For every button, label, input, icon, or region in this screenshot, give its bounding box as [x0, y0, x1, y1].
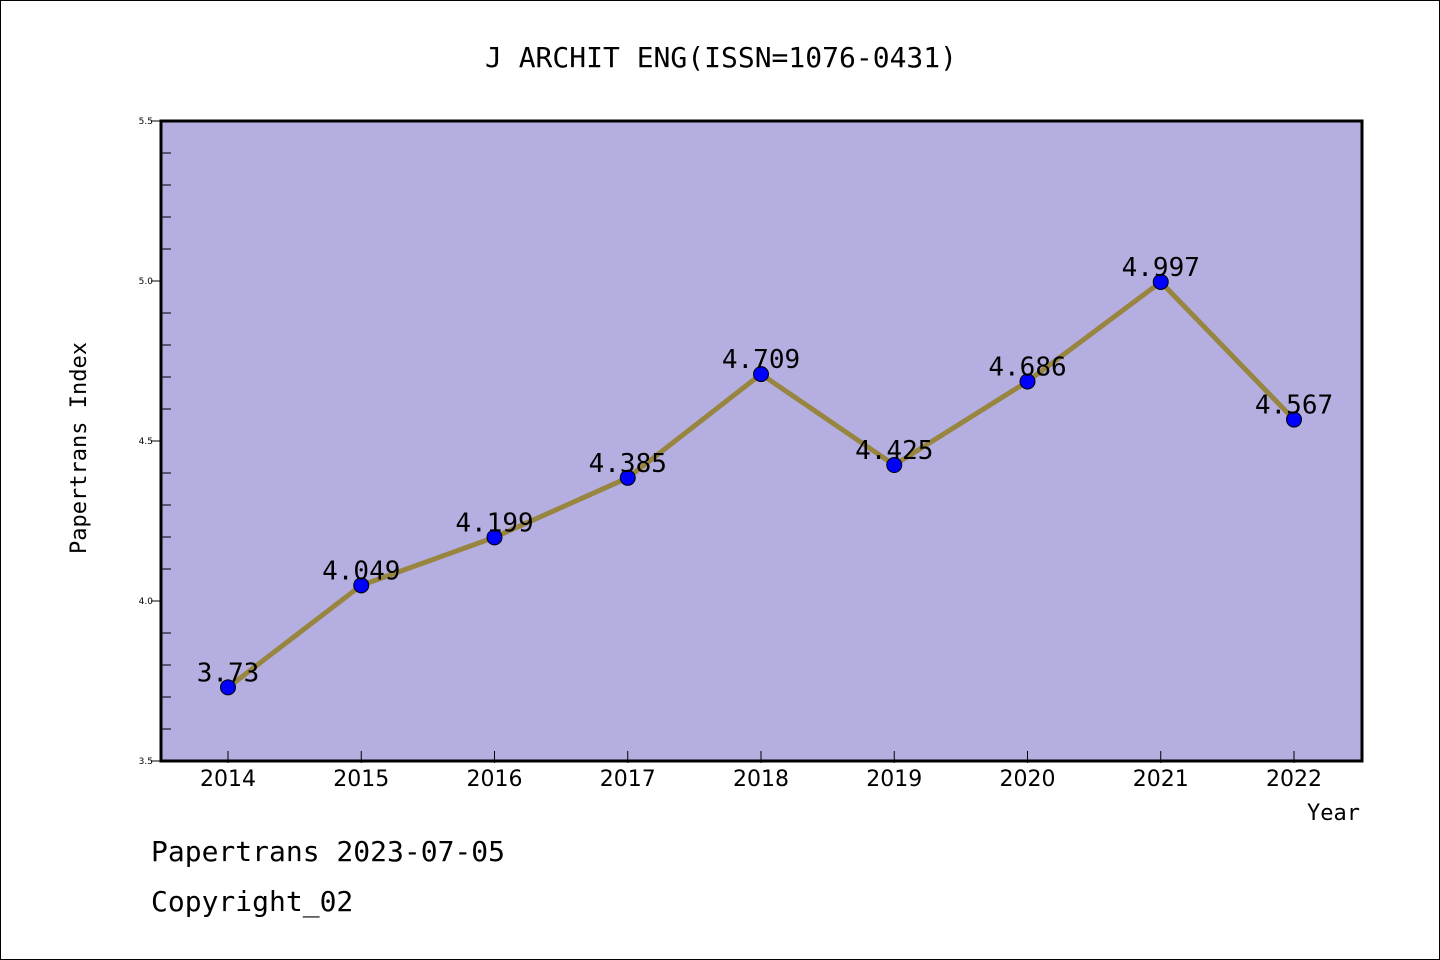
y-axis: 3.5 4.0 4.5 5.0 5.5: [139, 117, 171, 767]
y-tick-label: 4.0: [139, 597, 154, 607]
x-tick-label: 2020: [1000, 767, 1056, 792]
data-point: [353, 577, 370, 594]
footer-copyright: Copyright_02: [151, 885, 354, 918]
y-tick-label: 3.5: [139, 757, 153, 767]
x-tick-label: 2018: [733, 767, 789, 792]
data-point: [220, 679, 236, 696]
series: 3.73 4.049 4.199 4.385 4.709 4.425 4.686 4.997 4…: [197, 253, 1333, 696]
x-tick-label: 2021: [1133, 767, 1189, 792]
footer-date: Papertrans 2023-07-05: [151, 835, 506, 868]
data-point: [1019, 373, 1036, 390]
data-label: 3.73: [197, 658, 260, 688]
data-label: 4.199: [455, 508, 533, 538]
data-label: 4.709: [722, 345, 800, 375]
data-point: [886, 457, 903, 473]
data-point: [753, 366, 769, 383]
x-tick-label: 2014: [200, 767, 256, 792]
x-tick-label: 2017: [600, 767, 656, 792]
data-label: 4.425: [855, 436, 933, 466]
data-label: 4.686: [988, 352, 1066, 382]
x-tick-label: 2019: [866, 767, 922, 792]
data-point: [1152, 273, 1169, 290]
data-label: 4.997: [1122, 253, 1200, 283]
x-tick-label: 2022: [1266, 767, 1322, 792]
data-point: [1286, 411, 1302, 428]
chart-title: J ARCHIT ENG(ISSN=1076-0431): [485, 41, 957, 74]
data-label: 4.385: [589, 449, 667, 479]
data-point: [619, 469, 636, 486]
plot-area: [159, 119, 1364, 763]
y-axis-label: Papertrans Index: [67, 342, 92, 554]
x-tick-label: 2015: [333, 767, 389, 792]
x-axis-label: Year: [1307, 801, 1360, 826]
data-label: 4.567: [1255, 391, 1333, 421]
x-axis: 2014 2015 2016 2017 2018 2019 2020 2021 2022: [200, 751, 1322, 792]
y-tick-label: 5.0: [139, 277, 154, 287]
data-label: 4.049: [322, 556, 400, 586]
x-tick-label: 2016: [467, 767, 523, 792]
y-tick-label: 5.5: [139, 117, 153, 127]
y-tick-label: 4.5: [139, 437, 153, 447]
data-point: [486, 529, 503, 546]
